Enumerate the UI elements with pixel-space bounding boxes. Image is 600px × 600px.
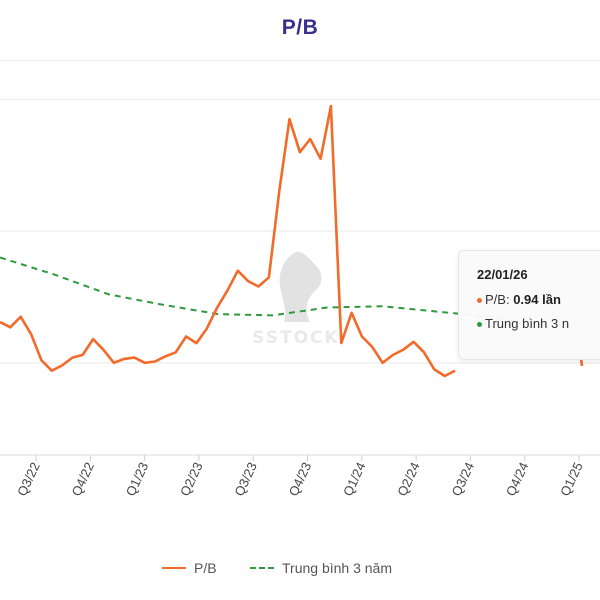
watermark-text: SSTOCK: [252, 328, 339, 348]
x-tick-label-3: Q2/23: [177, 460, 206, 498]
chart-legend: P/B Trung bình 3 năm: [0, 560, 600, 580]
horse-head-logo: [279, 251, 322, 322]
x-tick-label-9: Q4/24: [503, 460, 532, 498]
tooltip-row-pb: P/B: 0.94 lần: [477, 292, 561, 307]
legend-item-pb[interactable]: P/B: [162, 560, 217, 576]
x-tick-label-7: Q2/24: [394, 460, 423, 498]
legend-avg-label: Trung bình 3 năm: [282, 560, 392, 576]
tooltip-pb-value: 0.94 lần: [513, 292, 561, 307]
watermark: SSTOCK: [252, 251, 339, 348]
x-tick-label-6: Q1/24: [340, 460, 369, 498]
tooltip-avg-label: Trung bình 3 n: [485, 316, 570, 331]
legend-pb-label: P/B: [194, 560, 217, 576]
legend-avg-swatch: [250, 567, 274, 569]
tooltip-avg-dot: [477, 322, 482, 328]
x-tick-label-0: Q3/22: [14, 460, 43, 498]
tooltip-pb-dot: [477, 298, 482, 304]
x-tick-label-5: Q4/23: [286, 460, 315, 498]
x-tick-label-4: Q3/23: [231, 460, 260, 498]
x-tick-label-10: Q1/25: [557, 460, 586, 498]
x-axis: Q3/22 Q4/22 Q1/23 Q2/23 Q3/23 Q4/23 Q1/24 Q2/24…: [0, 454, 600, 498]
tooltip-row-avg: Trung bình 3 n: [477, 316, 569, 331]
x-tick-label-2: Q1/23: [123, 460, 152, 498]
chart-title: P/B: [281, 16, 319, 39]
x-tick-label-8: Q3/24: [449, 460, 478, 498]
tooltip-date: 22/01/26: [477, 267, 528, 282]
grid-lines: [0, 99, 600, 364]
legend-item-avg[interactable]: Trung bình 3 năm: [250, 560, 392, 576]
series-line-0: [0, 104, 456, 378]
title-divider: [0, 60, 600, 61]
legend-pb-swatch: [162, 567, 186, 569]
series-line-1: [0, 256, 546, 327]
tooltip-pb-label: P/B:: [485, 292, 514, 307]
x-tick-label-1: Q4/22: [68, 460, 97, 498]
data-tooltip: 22/01/26 P/B: 0.94 lần Trung bình 3 n: [458, 250, 600, 360]
